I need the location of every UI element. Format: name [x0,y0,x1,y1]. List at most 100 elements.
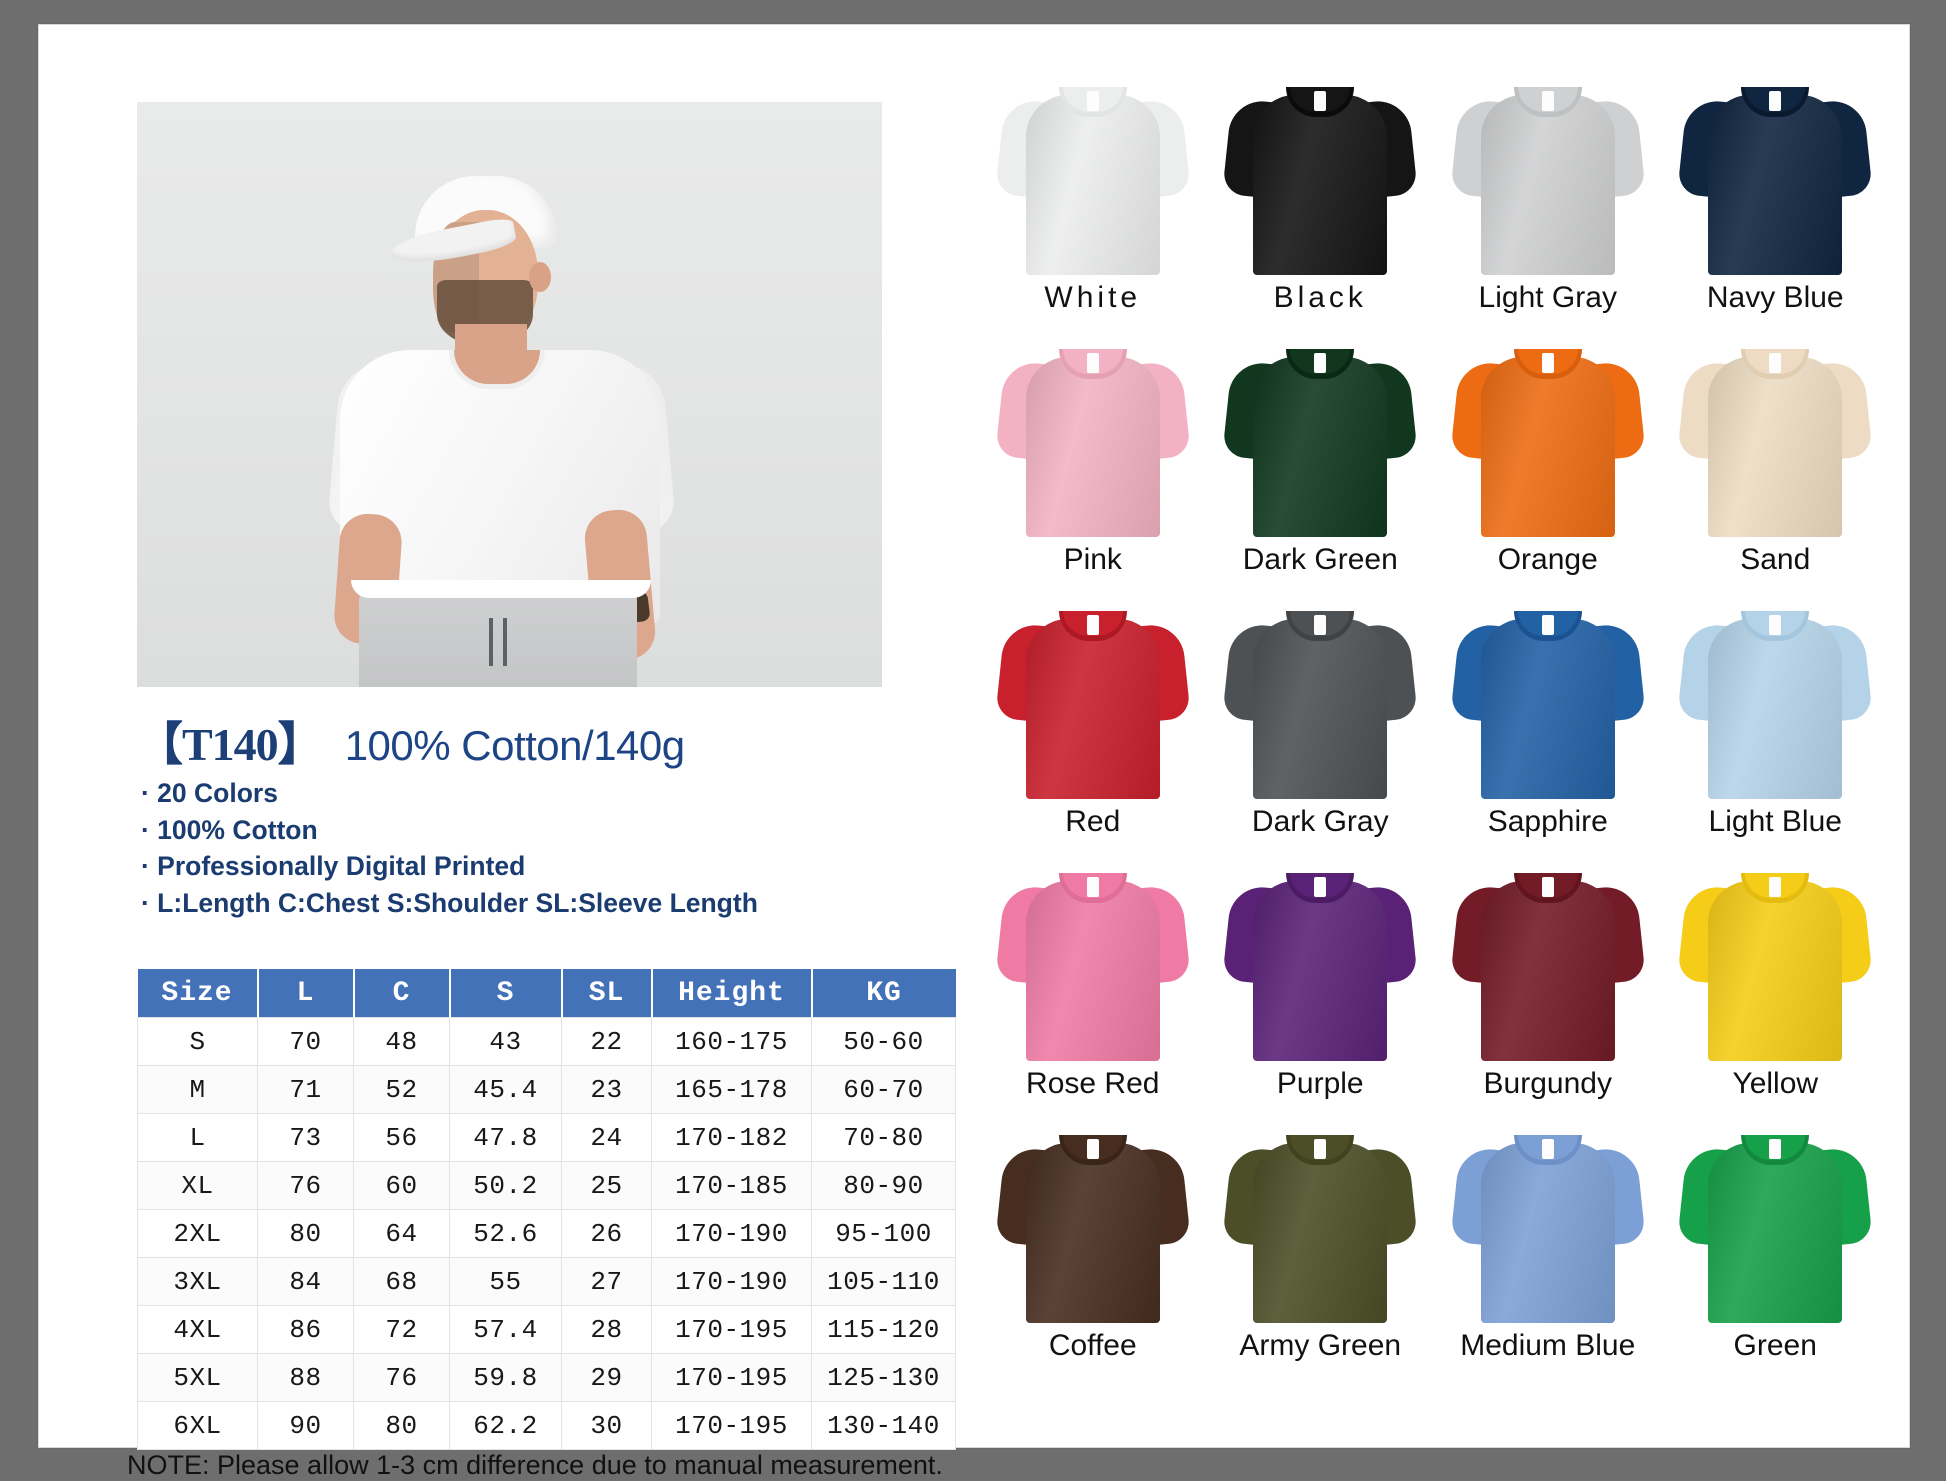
col-header-shoulder: S [449,969,563,1018]
color-swatch[interactable]: Sand [1662,339,1890,601]
size-chart-table: Size L C S SL Height KG S 70 48 43 22 160-175… [137,969,956,1450]
measurement-cell: 43 [449,1017,562,1066]
tshirt-neck-tag [1086,1139,1099,1159]
measurement-cell: 47.8 [449,1113,562,1162]
tshirt-icon [994,1127,1191,1323]
color-swatch[interactable]: Orange [1434,339,1662,601]
table-row: S 70 48 43 22 160-175 50-60 [137,1017,956,1066]
tshirt-icon [1449,341,1646,537]
bullet-item: · 100% Cotton [141,814,318,845]
tshirt-icon [1222,79,1419,275]
tshirt-body [1025,357,1160,537]
tshirt-icon [1449,1127,1646,1323]
tshirt-neck-tag [1086,615,1099,635]
table-header-row: Size L C S SL Height KG [137,969,956,1018]
color-name-label: Green [1733,1329,1817,1362]
color-swatch[interactable]: White [979,77,1207,339]
col-header-length: L [257,969,355,1018]
tshirt-body [1025,881,1160,1061]
color-name-label: Red [1065,805,1121,838]
tshirt-icon [1449,79,1646,275]
color-swatch[interactable]: Green [1662,1125,1890,1387]
tshirt-icon [1677,1127,1874,1323]
size-label-cell: 6XL [137,1401,258,1450]
color-swatch[interactable]: Navy Blue [1662,77,1890,339]
tshirt-body [1025,95,1160,275]
measurement-cell: 56 [353,1113,450,1162]
tshirt-neck-tag [1314,1139,1327,1159]
tshirt-body [1253,357,1388,537]
measurement-cell: 80-90 [811,1161,956,1210]
tshirt-neck-tag [1541,91,1554,111]
color-swatch[interactable]: Light Blue [1662,601,1890,863]
color-swatch[interactable]: Rose Red [979,863,1207,1125]
bullet-item: · L:Length C:Chest S:Shoulder SL:Sleeve … [141,887,758,918]
size-label-cell: L [137,1113,258,1162]
measurement-cell: 130-140 [811,1401,956,1450]
measurement-cell: 50.2 [449,1161,562,1210]
color-swatch[interactable]: Sapphire [1434,601,1662,863]
tshirt-body [1708,95,1843,275]
size-label-cell: 2XL [137,1209,258,1258]
size-label-cell: 5XL [137,1353,258,1402]
tshirt-neck-tag [1314,91,1327,111]
measurement-cell: 73 [257,1113,354,1162]
measurement-cell: 50-60 [811,1017,956,1066]
color-swatch[interactable]: Pink [979,339,1207,601]
tshirt-icon [994,603,1191,799]
measurement-cell: 170-195 [651,1305,812,1354]
color-swatch[interactable]: Black [1207,77,1435,339]
measurement-cell: 95-100 [811,1209,956,1258]
product-spec-card: 【T140】 100% Cotton/140g · 20 Colors · 100… [38,24,1910,1480]
tshirt-body [1708,619,1843,799]
color-swatch[interactable]: Dark Green [1207,339,1435,601]
color-swatch[interactable]: Medium Blue [1434,1125,1662,1387]
color-swatch[interactable]: Burgundy [1434,863,1662,1125]
color-swatch[interactable]: Purple [1207,863,1435,1125]
color-swatch[interactable]: Army Green [1207,1125,1435,1387]
tshirt-neck-tag [1769,615,1782,635]
color-name-label: Pink [1063,543,1122,576]
measurement-cell: 70-80 [811,1113,956,1162]
measurement-cell: 90 [257,1401,354,1450]
measurement-cell: 57.4 [449,1305,562,1354]
table-row: M 71 52 45.4 23 165-178 60-70 [137,1065,956,1114]
tshirt-body [1480,95,1615,275]
tshirt-neck-tag [1314,877,1327,897]
size-label-cell: XL [137,1161,258,1210]
tshirt-body [1708,881,1843,1061]
bullet-item: · 20 Colors [141,778,278,808]
tshirt-icon [994,341,1191,537]
col-header-sleeve: SL [561,969,653,1018]
color-swatch[interactable]: Yellow [1662,863,1890,1125]
tshirt-body [1253,881,1388,1061]
tshirt-icon [994,79,1191,275]
measurement-cell: 70 [257,1017,354,1066]
color-swatch[interactable]: Light Gray [1434,77,1662,339]
measurement-cell: 27 [561,1257,652,1306]
sku-code: 【T140】 [137,719,324,770]
tshirt-neck-tag [1086,353,1099,373]
measurement-cell: 26 [561,1209,652,1258]
bullet-item: · Professionally Digital Printed [141,851,526,881]
color-swatch-grid: White Black Light Gray Navy Blue Pink Dark Gr… [979,77,1889,1387]
tshirt-neck-tag [1314,615,1327,635]
size-label-cell: 3XL [137,1257,258,1306]
tshirt-neck-tag [1086,91,1099,111]
color-name-label: Sand [1740,543,1811,576]
tshirt-icon [1677,865,1874,1061]
tshirt-neck-tag [1314,353,1327,373]
color-swatch[interactable]: Coffee [979,1125,1207,1387]
measurement-cell: 62.2 [449,1401,562,1450]
measurement-cell: 52.6 [449,1209,562,1258]
table-row: 6XL 90 80 62.2 30 170-195 130-140 [137,1401,956,1450]
measurement-cell: 60 [353,1161,450,1210]
measurement-cell: 165-178 [651,1065,812,1114]
measurement-cell: 80 [257,1209,354,1258]
color-swatch[interactable]: Red [979,601,1207,863]
left-panel: 【T140】 100% Cotton/140g · 20 Colors · 100… [99,75,956,1480]
measurement-cell: 25 [561,1161,652,1210]
color-swatch[interactable]: Dark Gray [1207,601,1435,863]
tshirt-neck-tag [1541,353,1554,373]
measurement-cell: 64 [353,1209,450,1258]
